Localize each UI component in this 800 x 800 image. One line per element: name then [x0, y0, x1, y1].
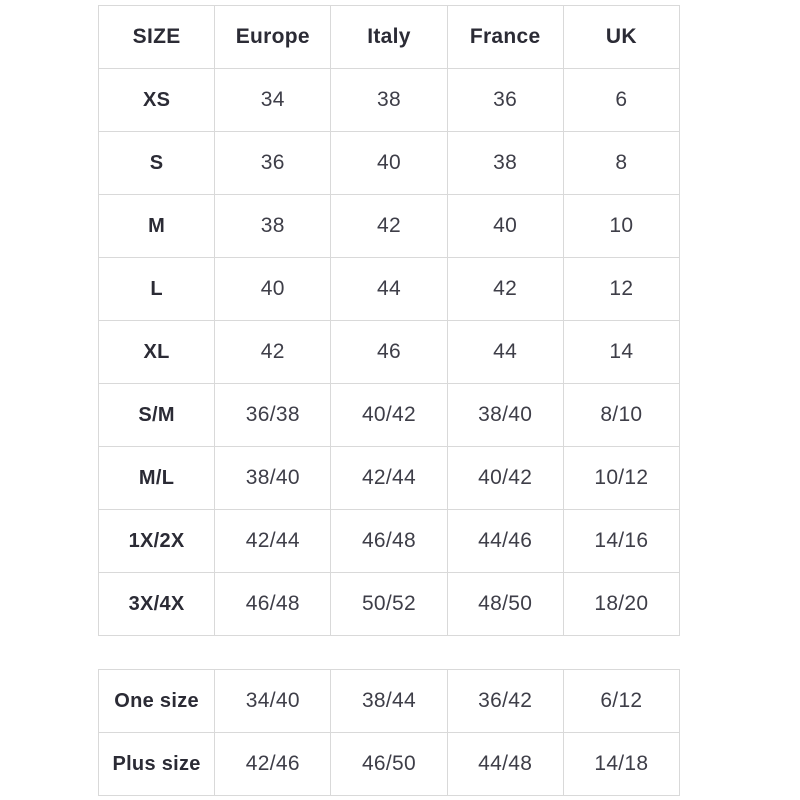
- size-row-label: S: [97, 131, 216, 195]
- europe-value: 42/44: [214, 509, 332, 573]
- italy-value: 46: [330, 320, 448, 384]
- europe-value: 46/48: [214, 572, 332, 636]
- column-header-italy: Italy: [330, 5, 448, 69]
- uk-value: 8/10: [562, 383, 681, 447]
- size-row-label: S/M: [97, 383, 216, 447]
- column-header-size: SIZE: [97, 5, 216, 69]
- france-value: 38/40: [446, 383, 564, 447]
- uk-value: 18/20: [562, 572, 681, 636]
- table-row: Plus size 42/46 46/50 44/48 14/18: [97, 732, 681, 796]
- uk-value: 14: [562, 320, 681, 384]
- uk-value: 10: [562, 194, 681, 258]
- italy-value: 44: [330, 257, 448, 321]
- special-sizes-table: One size 34/40 38/44 36/42 6/12 Plus siz…: [97, 669, 681, 796]
- france-value: 42: [446, 257, 564, 321]
- size-row-label: M: [97, 194, 216, 258]
- europe-value: 42/46: [214, 732, 332, 796]
- italy-value: 40/42: [330, 383, 448, 447]
- size-conversion-table: SIZE Europe Italy France UK XS 34 38 36 …: [97, 5, 681, 636]
- europe-value: 38/40: [214, 446, 332, 510]
- europe-value: 34/40: [214, 669, 332, 733]
- france-value: 48/50: [446, 572, 564, 636]
- uk-value: 14/18: [562, 732, 681, 796]
- uk-value: 8: [562, 131, 681, 195]
- france-value: 36: [446, 68, 564, 132]
- italy-value: 46/50: [330, 732, 448, 796]
- table-row: XL 42 46 44 14: [97, 320, 681, 384]
- italy-value: 42/44: [330, 446, 448, 510]
- uk-value: 10/12: [562, 446, 681, 510]
- table-row: One size 34/40 38/44 36/42 6/12: [97, 669, 681, 733]
- column-header-europe: Europe: [214, 5, 332, 69]
- table-row: S 36 40 38 8: [97, 131, 681, 195]
- italy-value: 50/52: [330, 572, 448, 636]
- size-row-label: 1X/2X: [97, 509, 216, 573]
- france-value: 38: [446, 131, 564, 195]
- france-value: 36/42: [446, 669, 564, 733]
- europe-value: 38: [214, 194, 332, 258]
- italy-value: 38/44: [330, 669, 448, 733]
- france-value: 44/46: [446, 509, 564, 573]
- size-row-label: Plus size: [97, 732, 216, 796]
- italy-value: 42: [330, 194, 448, 258]
- uk-value: 6/12: [562, 669, 681, 733]
- table-row: M/L 38/40 42/44 40/42 10/12: [97, 446, 681, 510]
- table-row: S/M 36/38 40/42 38/40 8/10: [97, 383, 681, 447]
- column-header-france: France: [446, 5, 564, 69]
- table-row: 1X/2X 42/44 46/48 44/46 14/16: [97, 509, 681, 573]
- europe-value: 34: [214, 68, 332, 132]
- size-row-label: 3X/4X: [97, 572, 216, 636]
- france-value: 40/42: [446, 446, 564, 510]
- size-row-label: XL: [97, 320, 216, 384]
- size-row-label: M/L: [97, 446, 216, 510]
- france-value: 44: [446, 320, 564, 384]
- table-row: M 38 42 40 10: [97, 194, 681, 258]
- column-header-uk: UK: [562, 5, 681, 69]
- europe-value: 40: [214, 257, 332, 321]
- europe-value: 42: [214, 320, 332, 384]
- table-header-row: SIZE Europe Italy France UK: [97, 5, 681, 69]
- italy-value: 46/48: [330, 509, 448, 573]
- europe-value: 36: [214, 131, 332, 195]
- table-row: 3X/4X 46/48 50/52 48/50 18/20: [97, 572, 681, 636]
- italy-value: 38: [330, 68, 448, 132]
- uk-value: 6: [562, 68, 681, 132]
- table-row: L 40 44 42 12: [97, 257, 681, 321]
- uk-value: 14/16: [562, 509, 681, 573]
- size-row-label: XS: [97, 68, 216, 132]
- italy-value: 40: [330, 131, 448, 195]
- france-value: 44/48: [446, 732, 564, 796]
- size-row-label: One size: [97, 669, 216, 733]
- france-value: 40: [446, 194, 564, 258]
- size-row-label: L: [97, 257, 216, 321]
- table-row: XS 34 38 36 6: [97, 68, 681, 132]
- uk-value: 12: [562, 257, 681, 321]
- europe-value: 36/38: [214, 383, 332, 447]
